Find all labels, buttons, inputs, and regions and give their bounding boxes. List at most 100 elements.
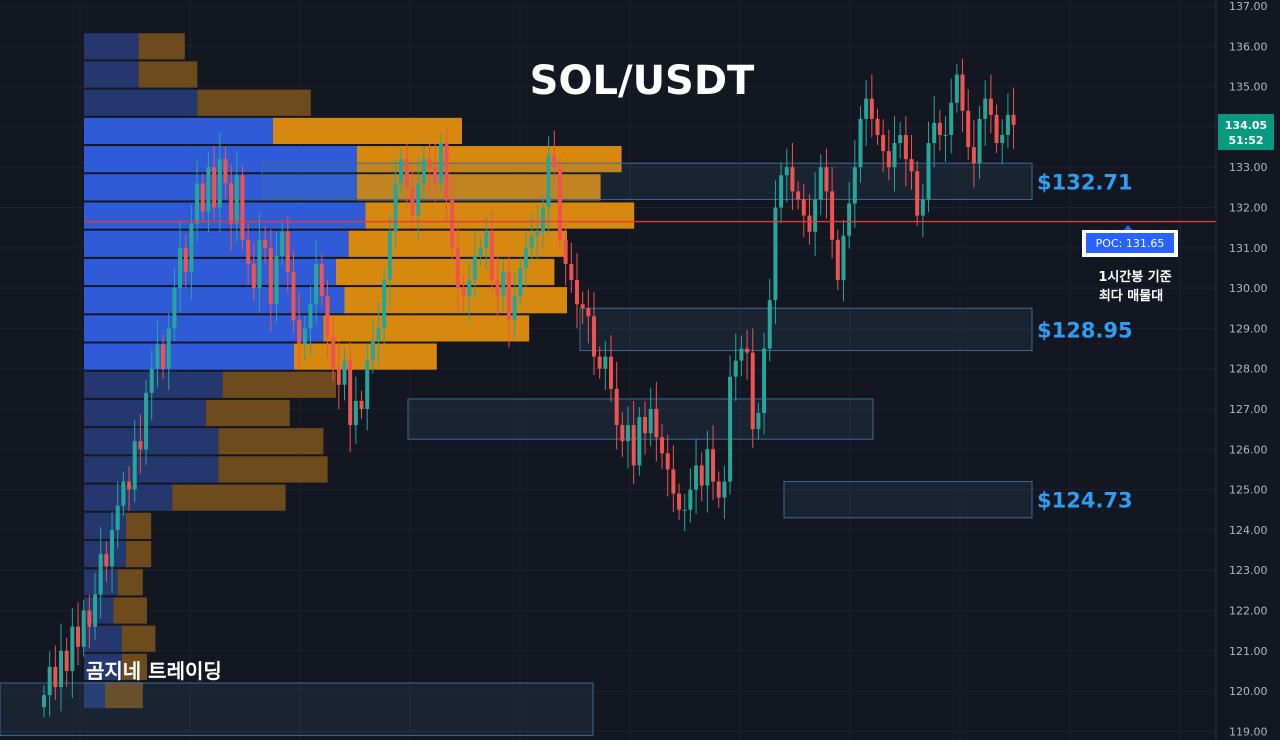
candle-body (609, 356, 613, 389)
profile-sell-bar (121, 625, 156, 652)
candle-body (671, 469, 676, 494)
profile-sell-bar (344, 287, 567, 314)
profile-sell-bar (117, 569, 143, 596)
candle-body (716, 481, 721, 498)
candle-body (796, 191, 801, 200)
candle-body (648, 409, 653, 434)
candle-body (620, 425, 625, 442)
candle-body (552, 155, 557, 168)
candle-body (529, 235, 534, 248)
candle-body (285, 231, 290, 272)
zone-labels: $132.71 $128.95 $124.73 (1037, 170, 1133, 512)
candle-body (546, 155, 551, 208)
candle-body (325, 296, 330, 337)
candle-body (654, 409, 659, 438)
candle-body (852, 167, 857, 204)
candle-body (557, 167, 562, 240)
candle-body (149, 368, 154, 393)
poc-box (1086, 233, 1174, 253)
poc-annotation: POC: 131.65 1시간봉 기준 최다 매물대 (1082, 225, 1178, 304)
current-price-tag: 134.05 51:52 (1218, 114, 1274, 150)
candle-body (926, 143, 931, 200)
candle-body (223, 159, 228, 184)
profile-buy-bar (84, 625, 122, 652)
chart-title: SOL/USDT (530, 58, 755, 104)
candle-body (954, 74, 959, 103)
candle-body (875, 118, 880, 135)
candle-body (660, 437, 665, 454)
countdown-label: 51:52 (1228, 134, 1263, 147)
y-tick-label: 119.00 (1229, 725, 1268, 738)
candle-body (348, 360, 353, 426)
candle-body (830, 191, 835, 240)
candle-body (404, 159, 409, 188)
candle-body (195, 183, 200, 224)
candle-body (767, 300, 772, 349)
candle-body (665, 453, 670, 470)
candle-body (484, 231, 489, 248)
zone-box (0, 682, 594, 736)
candle-body (144, 392, 149, 450)
candle-body (983, 98, 988, 119)
y-tick-label: 126.00 (1229, 443, 1268, 456)
candle-body (274, 255, 279, 305)
candle-body (416, 183, 421, 216)
candle-body (342, 360, 347, 385)
profile-sell-bar (365, 202, 635, 229)
candle-body (331, 336, 336, 369)
candle-body (438, 143, 443, 184)
candle-body (762, 348, 767, 414)
candle-body (399, 159, 404, 184)
zone-label: $128.95 (1037, 318, 1133, 342)
candle-body (450, 199, 455, 248)
candle-body (433, 167, 438, 184)
candle-body (393, 183, 398, 232)
candle-body (949, 102, 954, 135)
profile-buy-bar (84, 117, 273, 145)
candle-body (42, 695, 46, 708)
candle-body (943, 134, 948, 136)
candle-body (455, 247, 460, 289)
candle-body (234, 175, 239, 224)
candle-body (302, 328, 307, 345)
profile-sell-bar (273, 117, 462, 145)
candle-body (110, 529, 115, 567)
candle-body (81, 610, 86, 647)
candle-body (93, 594, 98, 627)
candle-body (966, 110, 971, 148)
candle-body (960, 74, 965, 111)
candle-body (523, 247, 528, 268)
candle-body (580, 304, 585, 309)
candle-body (841, 235, 846, 281)
candle-body (444, 143, 449, 200)
candle-body (314, 263, 319, 305)
candle-body (183, 247, 188, 272)
profile-sell-bar (113, 597, 147, 624)
candle-body (132, 441, 137, 490)
candle-body (489, 231, 494, 281)
current-price-box (1218, 114, 1274, 150)
profile-sell-bar (138, 33, 185, 60)
candle-body (421, 159, 426, 184)
candle-body (1005, 114, 1010, 135)
candle-body (784, 167, 789, 176)
candle-body (387, 231, 392, 281)
y-tick-label: 122.00 (1229, 605, 1268, 618)
candle-body (240, 175, 245, 240)
candle-body (291, 271, 296, 321)
candle-body (370, 340, 375, 361)
profile-buy-bar (84, 456, 219, 483)
y-tick-label: 135.00 (1229, 81, 1268, 94)
candle-body (728, 376, 733, 482)
candle-body (76, 626, 81, 647)
candle-body (858, 118, 863, 168)
candle-body (807, 215, 812, 232)
profile-sell-bar (126, 540, 152, 568)
candle-body (722, 481, 727, 498)
zone-box (261, 162, 1033, 200)
candle-body (705, 449, 710, 486)
price-axis: 119.00 120.00 121.00 122.00 123.00 124.00 125.… (1215, 0, 1268, 740)
profile-sell-bar (126, 512, 152, 539)
profile-buy-bar (84, 315, 324, 342)
